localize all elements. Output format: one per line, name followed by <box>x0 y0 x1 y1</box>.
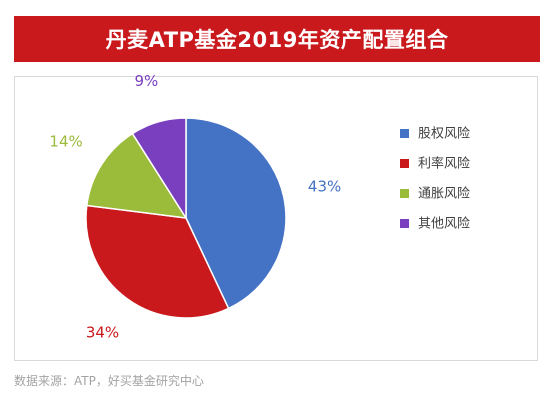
slice-label-2: 34% <box>86 323 119 341</box>
chart-area <box>14 76 538 361</box>
source-note: 数据来源：ATP，好买基金研究中心 <box>14 374 204 388</box>
legend-swatch-3 <box>400 189 409 198</box>
slice-label-4: 9% <box>135 72 159 90</box>
legend-swatch-4 <box>400 219 409 228</box>
chart-title: 丹麦ATP基金2019年资产配置组合 <box>105 28 449 52</box>
legend-label-2: 利率风险 <box>418 156 470 172</box>
pie-slice-1 <box>185 117 287 310</box>
pie-slice-3 <box>85 132 188 219</box>
pie-slice-4 <box>131 117 187 221</box>
title-banner: 丹麦ATP基金2019年资产配置组合 <box>14 16 540 62</box>
slice-label-3: 14% <box>49 132 82 150</box>
legend-label-1: 股权风险 <box>418 126 470 142</box>
legend-swatch-1 <box>400 129 409 138</box>
pie-slice-2 <box>85 204 230 319</box>
legend-label-3: 通胀风险 <box>418 187 470 202</box>
legend-label-4: 其他风险 <box>418 217 470 232</box>
legend-swatch-2 <box>400 159 409 168</box>
slice-label-1: 43% <box>308 178 341 196</box>
